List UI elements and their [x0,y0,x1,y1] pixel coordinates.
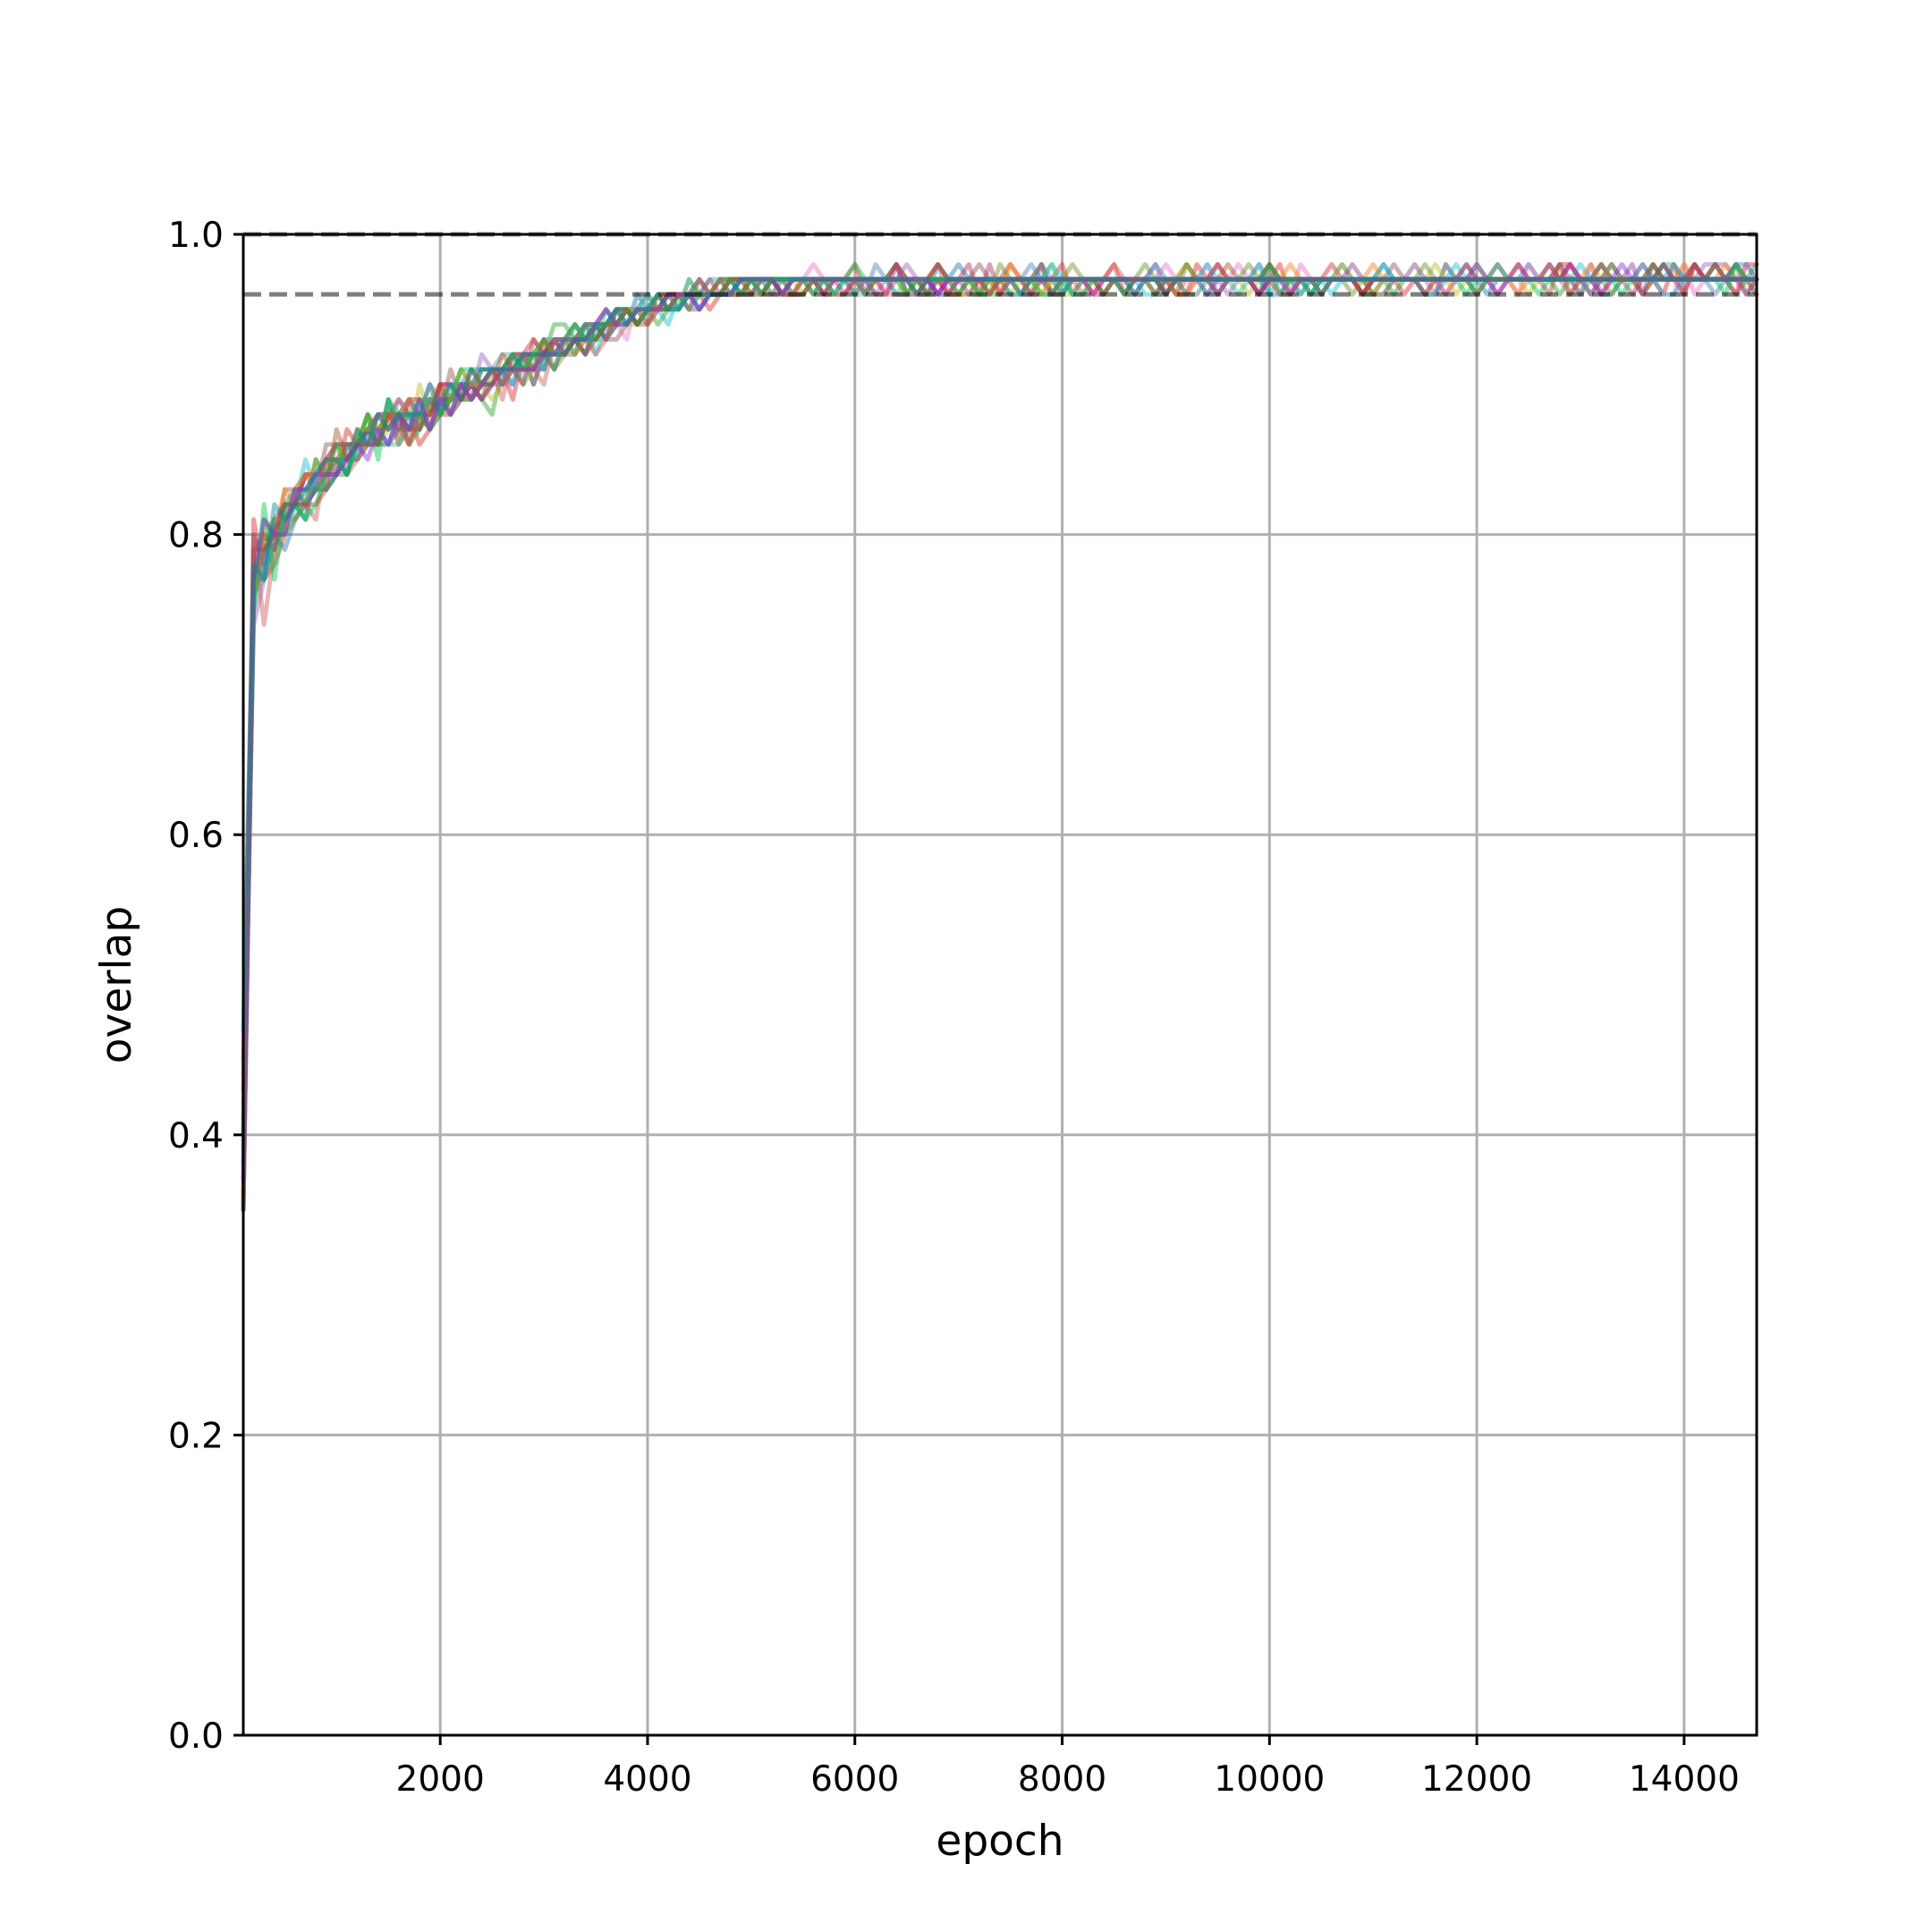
y-axis-label: overlap [92,906,141,1064]
x-tick-label: 2000 [396,1759,485,1800]
y-tick-label: 1.0 [168,216,224,256]
y-tick-label: 0.0 [168,1716,224,1757]
series-line-3 [241,262,1759,1138]
series-line-1 [241,262,1759,1213]
x-tick-label: 6000 [810,1759,899,1800]
x-tick-label: 10000 [1214,1759,1325,1800]
series-line-11 [241,262,1759,1213]
series-line-19 [241,262,1759,1198]
x-tick-label: 4000 [603,1759,691,1800]
x-axis-label: epoch [936,1817,1063,1866]
series-line-21 [241,262,1759,1213]
series-line-17 [241,262,1759,1078]
series-line-16 [241,262,1759,1153]
series-line-8 [241,262,1759,1167]
series-line-7 [241,262,1759,1198]
series-line-5 [241,262,1759,1107]
series-line-14 [241,262,1759,1213]
series-line-15 [241,262,1759,1063]
series-line-10 [241,262,1759,1213]
y-tick-label: 0.8 [168,516,224,556]
series-line-4 [241,262,1759,1138]
x-tick-label: 8000 [1018,1759,1106,1800]
series-line-23 [241,276,1759,1032]
y-tick-label: 0.6 [168,816,224,856]
x-tick-label: 14000 [1629,1759,1740,1800]
y-tick-label: 0.4 [168,1116,224,1157]
series-line-22 [241,262,1759,1182]
series-line-18 [241,276,1759,1123]
plot-frame [242,233,1758,1737]
x-tick-label: 12000 [1421,1759,1532,1800]
y-tick-label: 0.2 [168,1416,224,1456]
y-axis-ticks: 0.0 0.2 0.4 0.6 0.8 1.0 [168,216,243,1757]
series-line-13 [241,262,1759,1123]
series-line-20 [241,262,1759,1138]
x-axis-ticks: 2000 4000 6000 8000 10000 12000 14000 [396,1735,1740,1800]
